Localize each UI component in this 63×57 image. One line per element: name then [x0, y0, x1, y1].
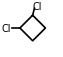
Text: Cl: Cl	[1, 24, 11, 33]
Text: Cl: Cl	[33, 2, 42, 12]
